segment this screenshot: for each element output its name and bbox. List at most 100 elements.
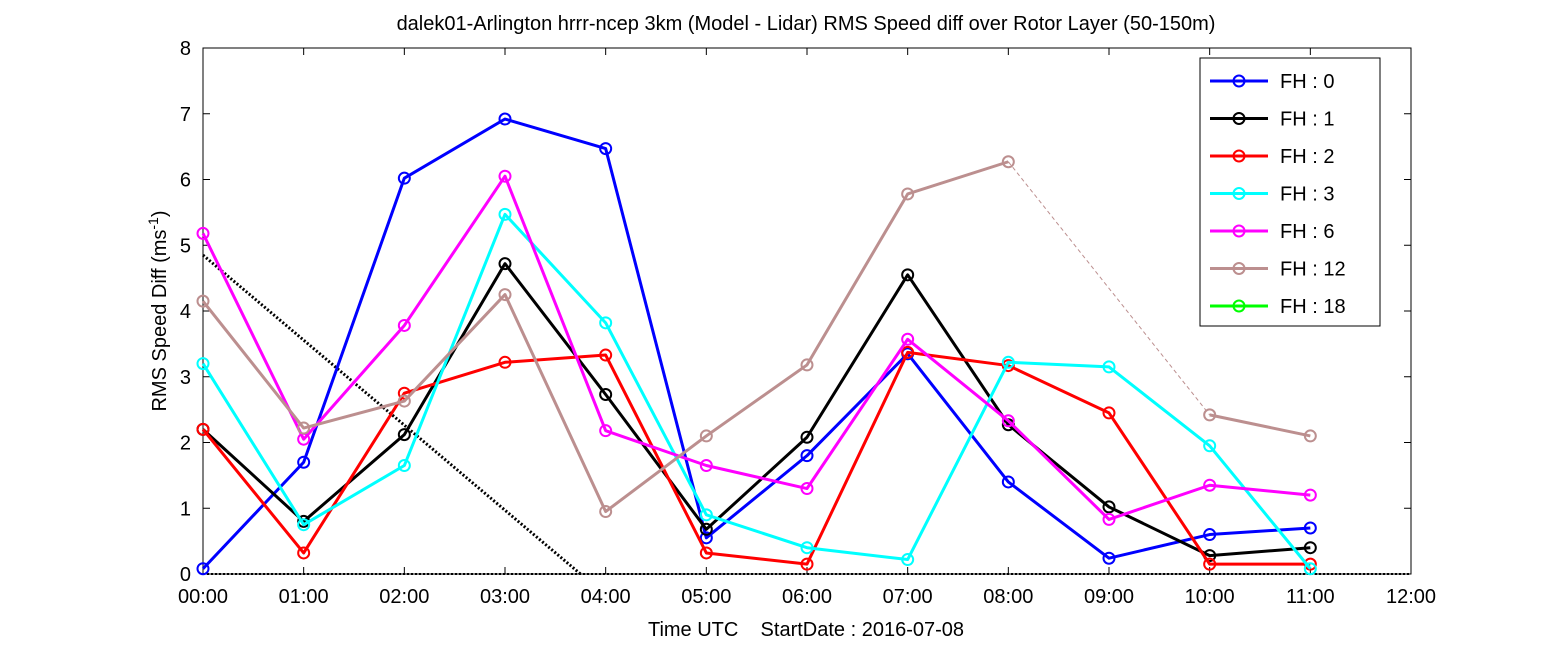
data-point [397, 428, 411, 442]
data-point [196, 422, 210, 436]
data-point [1303, 541, 1317, 555]
chart-title: dalek01-Arlington hrrr-ncep 3km (Model -… [397, 13, 1216, 35]
data-point [1102, 500, 1116, 514]
data-point [196, 562, 210, 576]
y-tick-label: 0 [180, 564, 191, 586]
legend-marker [1232, 299, 1246, 313]
data-point [297, 518, 311, 532]
legend-label: FH : 3 [1280, 184, 1334, 206]
data-point [498, 207, 512, 221]
data-point [498, 169, 512, 183]
data-point [196, 357, 210, 371]
legend-label: FH : 2 [1280, 146, 1334, 168]
x-tick-label: 12:00 [1386, 586, 1436, 608]
data-point [699, 429, 713, 443]
y-axis: 0 1 2 3 4 5 6 7 8 [180, 38, 1411, 586]
y-tick-label: 1 [180, 498, 191, 520]
legend-item: FH : 3 [1210, 184, 1334, 206]
data-point [397, 459, 411, 473]
series-fh-3 [196, 207, 1317, 576]
data-point [699, 508, 713, 522]
series-layer [196, 112, 1317, 576]
data-point [1303, 521, 1317, 535]
series-line [201, 174, 1311, 521]
data-point [397, 394, 411, 408]
legend-marker [1232, 112, 1246, 125]
legend-item: FH : 0 [1210, 71, 1334, 93]
data-point [699, 546, 713, 560]
data-point [599, 388, 613, 402]
legend-marker [1232, 149, 1246, 163]
y-tick-label: 7 [180, 104, 191, 126]
legend-marker [1232, 187, 1246, 200]
legend-marker [1232, 74, 1246, 88]
data-point [800, 541, 814, 555]
data-point [599, 505, 613, 519]
y-axis-label-main: RMS Speed Diff (ms [149, 230, 171, 412]
x-tick-label: 10:00 [1185, 586, 1235, 608]
legend-item: FH : 1 [1210, 109, 1334, 131]
data-point [901, 345, 915, 359]
x-tick-label: 09:00 [1084, 586, 1134, 608]
data-point [699, 531, 713, 545]
series-line [1209, 413, 1311, 438]
legend-item: FH : 2 [1210, 146, 1334, 168]
data-point [599, 424, 613, 438]
data-point [599, 142, 613, 156]
data-point [1303, 488, 1317, 502]
data-point [800, 449, 814, 463]
auxiliary-lines [202, 253, 1411, 576]
x-tick-label: 00:00 [178, 586, 228, 608]
data-point [800, 430, 814, 444]
series-line [201, 212, 1312, 570]
y-axis-label-end: ) [149, 210, 171, 217]
data-point [699, 459, 713, 473]
y-tick-label: 6 [180, 170, 191, 192]
data-point [1001, 414, 1015, 428]
data-point [1001, 155, 1015, 169]
y-tick-label: 3 [180, 367, 191, 389]
data-point [1303, 429, 1317, 443]
data-point [1203, 439, 1217, 453]
legend-label: FH : 18 [1280, 296, 1346, 318]
data-point [1102, 360, 1116, 374]
data-point [800, 358, 814, 372]
series-gap-line [1007, 161, 1211, 416]
x-tick-label: 03:00 [480, 586, 530, 608]
data-point [901, 268, 915, 282]
data-point [599, 348, 613, 362]
data-point [498, 257, 512, 271]
data-point [1102, 406, 1116, 420]
data-point [1203, 528, 1217, 542]
x-tick-label: 01:00 [279, 586, 329, 608]
data-point [1102, 512, 1116, 526]
data-point [901, 187, 915, 201]
legend-item: FH : 12 [1210, 259, 1346, 281]
data-point [901, 553, 915, 567]
data-point [498, 112, 512, 126]
x-axis: 00:00 01:00 02:00 03:00 04:00 05:00 06:00 07:00… [178, 48, 1436, 608]
legend-label: FH : 1 [1280, 109, 1334, 131]
legend-marker [1232, 224, 1246, 238]
series-fh-12 [196, 155, 1317, 519]
data-point [800, 482, 814, 496]
data-point [599, 316, 613, 330]
data-point [498, 288, 512, 302]
data-point [397, 171, 411, 185]
x-tick-label: 05:00 [681, 586, 731, 608]
x-tick-label: 06:00 [782, 586, 832, 608]
data-point [1001, 475, 1015, 489]
series-line [201, 350, 1311, 566]
series-line [201, 117, 1311, 570]
data-point [1303, 562, 1317, 576]
data-point [498, 355, 512, 369]
legend-marker [1232, 262, 1246, 275]
legend-item: FH : 6 [1210, 221, 1334, 243]
data-point [1203, 478, 1217, 492]
legend-label: FH : 0 [1280, 71, 1334, 93]
y-axis-label: RMS Speed Diff (ms-1) [145, 210, 171, 411]
data-point [1102, 551, 1116, 565]
x-tick-label: 02:00 [379, 586, 429, 608]
data-point [699, 522, 713, 536]
